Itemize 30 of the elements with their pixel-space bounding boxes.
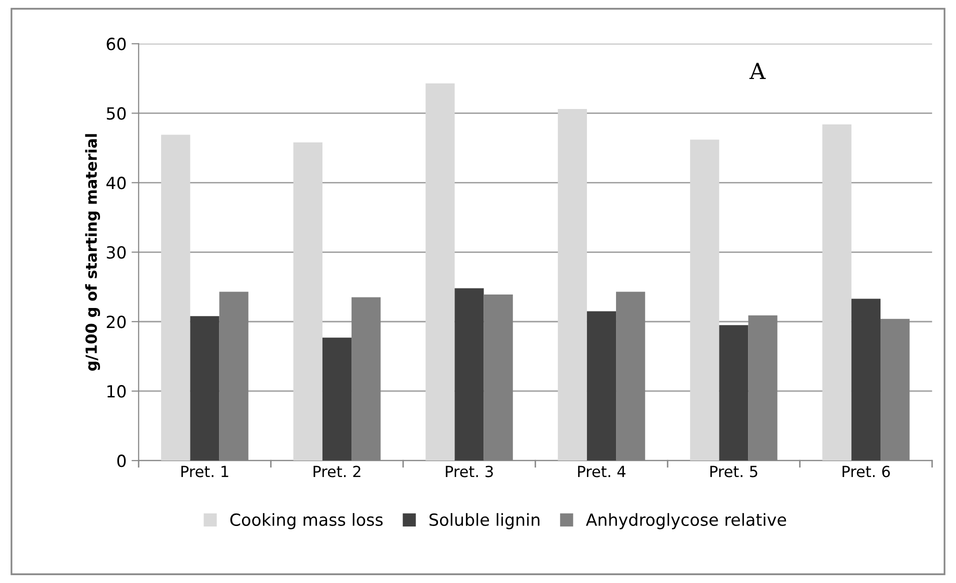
bar bbox=[426, 83, 455, 461]
y-axis-title: g/100 g of starting material bbox=[85, 134, 100, 371]
y-tick-label: 20 bbox=[106, 316, 126, 328]
y-tick-label: 60 bbox=[106, 38, 126, 50]
x-tick-label: Pret. 1 bbox=[181, 466, 228, 478]
y-tick-label: 10 bbox=[107, 385, 126, 398]
bar bbox=[586, 311, 616, 461]
annotation: A bbox=[749, 62, 766, 80]
bar bbox=[293, 142, 322, 461]
x-tick-label: Pret. 3 bbox=[446, 466, 493, 478]
bar bbox=[161, 134, 190, 461]
x-tick-label: Pret. 5 bbox=[710, 466, 758, 478]
legend-label: Soluble lignin bbox=[430, 513, 540, 530]
y-tick-label: 30 bbox=[106, 246, 126, 259]
y-tick-label: 40 bbox=[106, 176, 126, 190]
bar bbox=[558, 109, 587, 461]
legend-label: Cooking mass loss bbox=[230, 513, 383, 530]
bar bbox=[690, 140, 720, 461]
bar bbox=[190, 316, 220, 461]
bar bbox=[851, 298, 881, 461]
bar bbox=[719, 325, 748, 461]
y-tick-label: 0 bbox=[117, 454, 126, 468]
bar bbox=[454, 288, 484, 461]
legend-label: Anhydroglycose relative bbox=[586, 513, 786, 530]
bar bbox=[322, 338, 352, 461]
y-tick-label: 50 bbox=[106, 107, 126, 120]
x-tick-label: Pret. 4 bbox=[578, 466, 626, 478]
bar bbox=[822, 124, 852, 461]
x-tick-label: Pret. 2 bbox=[314, 466, 360, 478]
x-tick-label: Pret. 6 bbox=[842, 466, 890, 478]
